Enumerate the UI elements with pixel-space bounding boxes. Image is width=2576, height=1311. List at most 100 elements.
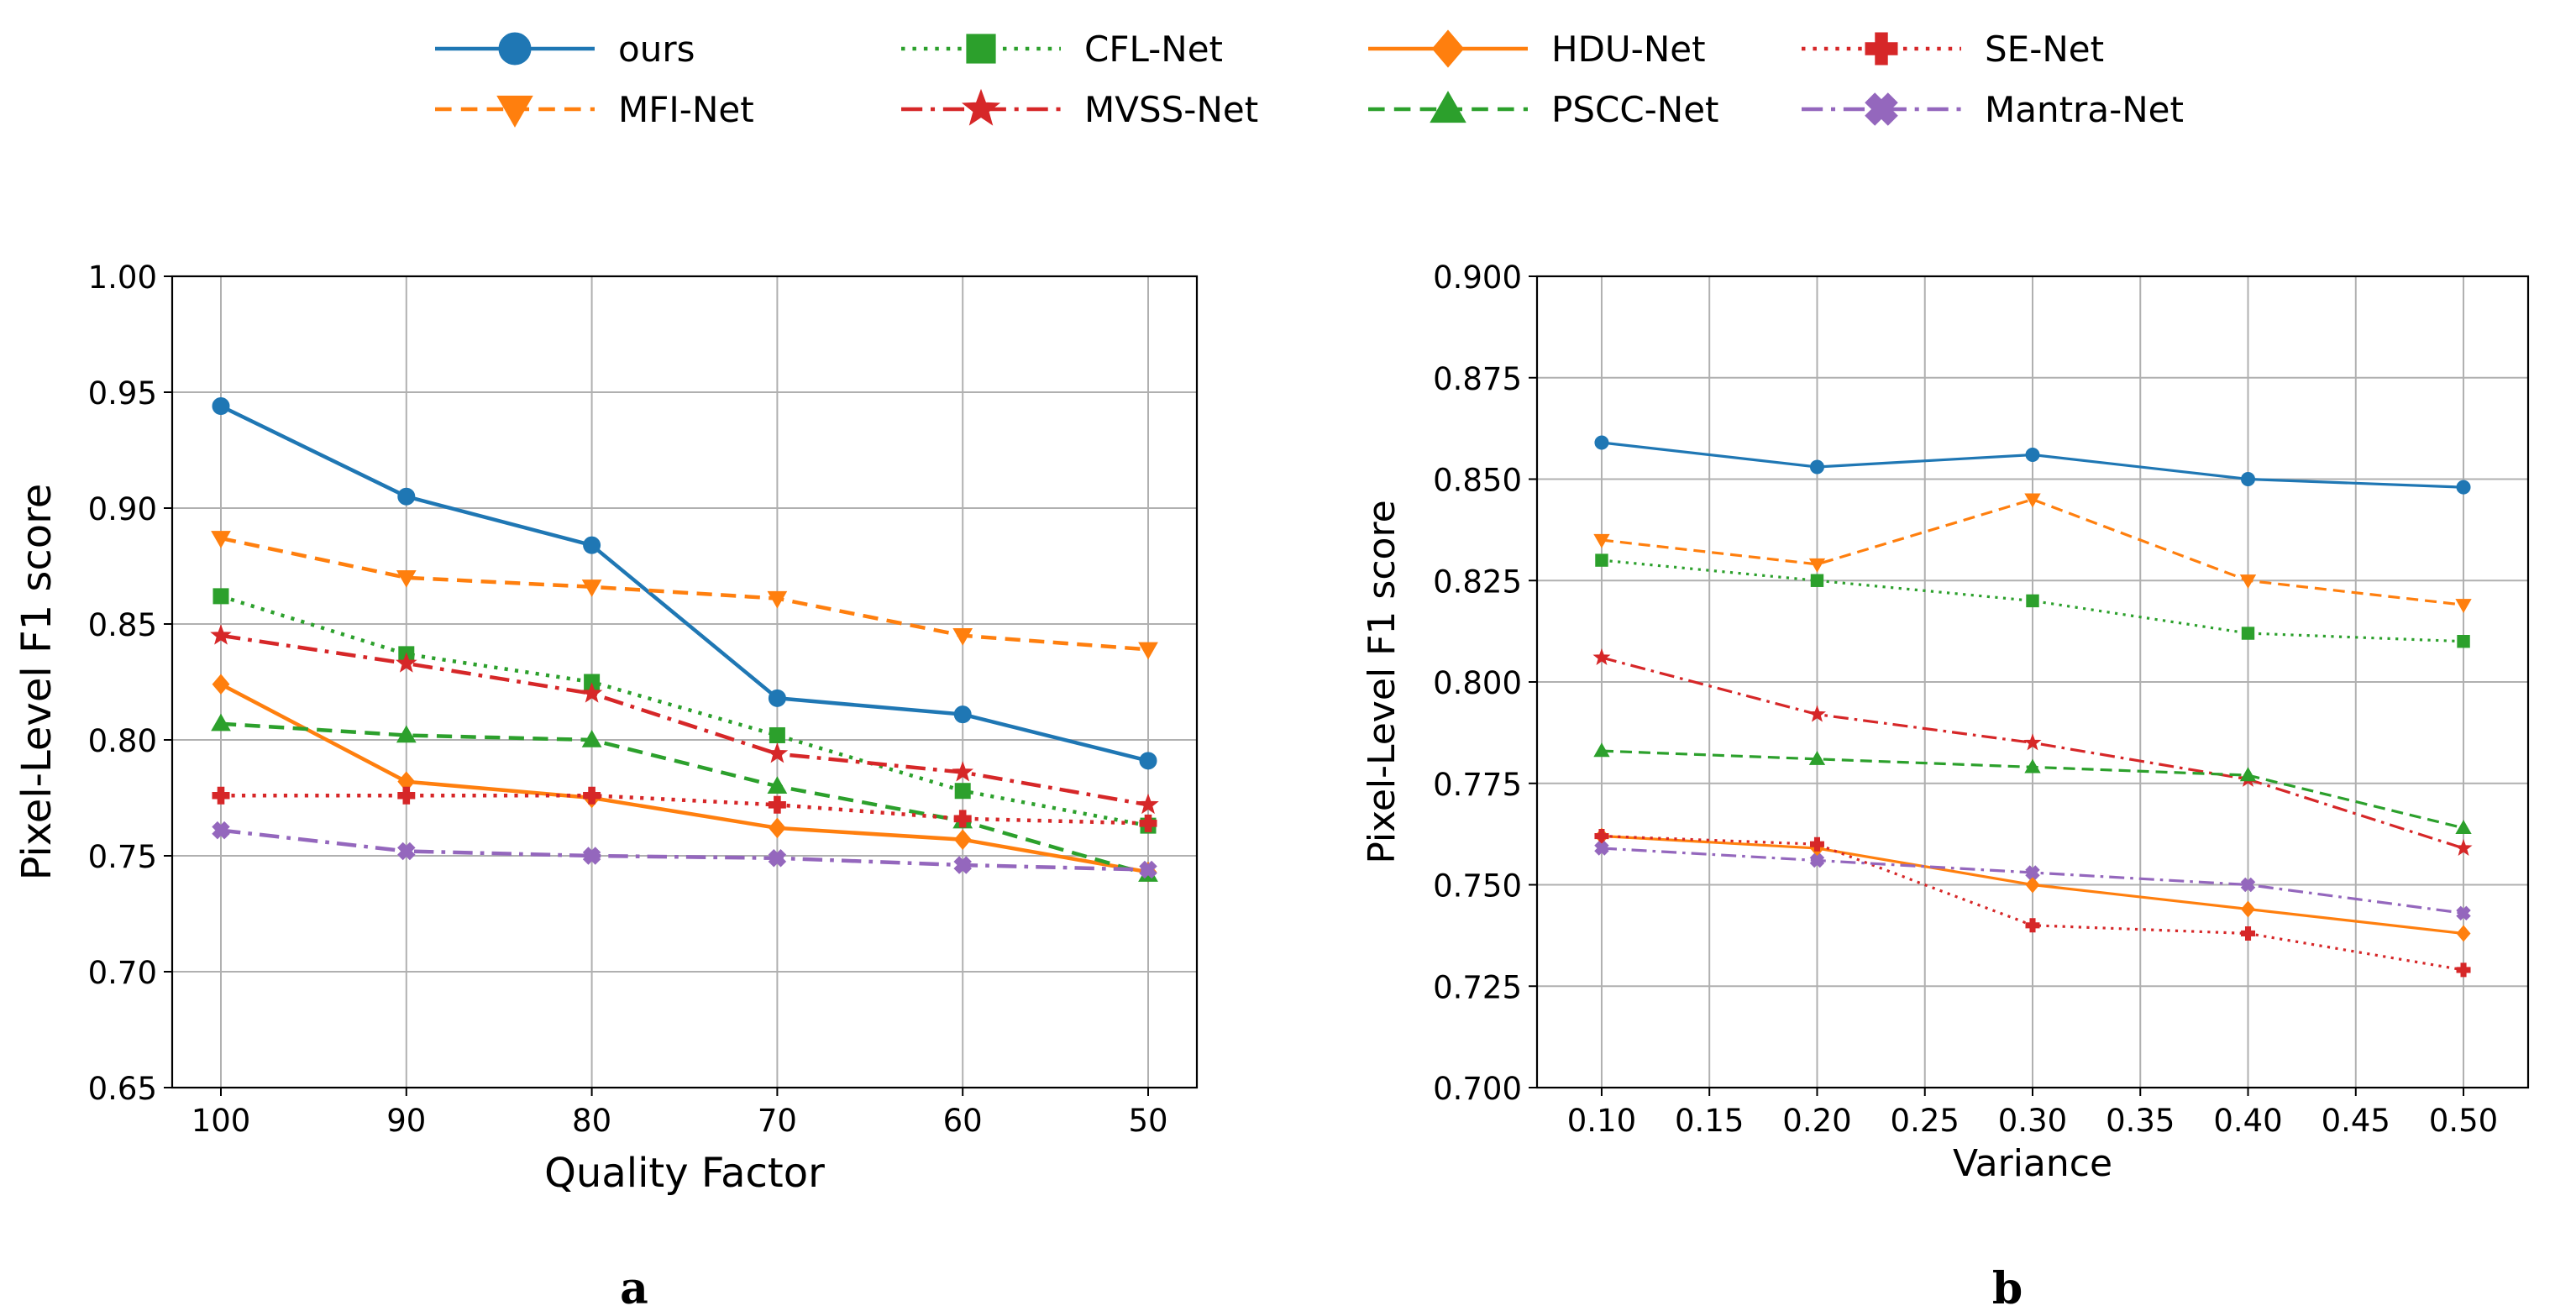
data-point [2457, 635, 2470, 648]
data-point [2456, 480, 2471, 495]
data-point [396, 570, 417, 588]
data-point [2025, 448, 2040, 463]
series-hdu-net [212, 674, 1157, 883]
x-tick-label: 0.50 [2429, 1103, 2498, 1139]
panel-label: a [620, 1263, 648, 1311]
x-tick-label: 0.25 [1891, 1103, 1960, 1139]
legend-label-mfi-net: MFI-Net [618, 89, 754, 130]
y-tick-label: 0.825 [1433, 564, 1522, 600]
data-point [2239, 574, 2257, 590]
x-tick-label: 70 [758, 1103, 797, 1139]
x-tick-label: 0.35 [2106, 1103, 2175, 1139]
series-mantra-net [212, 821, 1157, 879]
data-point [1809, 459, 1824, 475]
series-line-ours [220, 404, 1149, 763]
y-tick-label: 0.65 [88, 1071, 157, 1107]
data-point [1593, 533, 1610, 548]
data-point [1594, 841, 1609, 856]
legend-marker-mvss-net [961, 88, 1001, 126]
series-line-mvss-net [220, 633, 1149, 807]
data-point [212, 674, 230, 695]
series-ours [1594, 435, 2471, 495]
x-tick-label: 0.45 [2322, 1103, 2390, 1139]
x-tick-label: 0.10 [1567, 1103, 1636, 1139]
data-point [1138, 642, 1158, 660]
data-point [768, 689, 786, 707]
data-point [212, 588, 229, 605]
series-mantra-net [1594, 841, 2471, 921]
data-point [1807, 705, 1826, 722]
x-axis-label: Variance [1953, 1142, 2112, 1185]
data-point [1594, 435, 1609, 450]
grid [1537, 275, 2528, 1088]
x-tick-label: 0.40 [2213, 1103, 2282, 1139]
data-point [212, 821, 230, 840]
series-mfi-net [211, 531, 1158, 660]
data-point [767, 776, 788, 794]
data-point [953, 705, 972, 724]
data-point [396, 725, 417, 743]
legend-marker-cfl-net [966, 34, 996, 64]
series-se-net [1594, 829, 2471, 978]
grid [172, 275, 1197, 1088]
data-point [1808, 750, 1826, 765]
data-point [1809, 852, 1825, 868]
data-point [954, 783, 971, 800]
legend-label-hdu-net: HDU-Net [1551, 29, 1706, 70]
data-point [768, 795, 786, 814]
data-point [766, 742, 789, 763]
data-point [582, 847, 601, 865]
legend-item-pscc-net: PSCC-Net [1368, 89, 1719, 130]
data-point [2025, 876, 2040, 894]
legend-item-mvss-net: MVSS-Net [901, 88, 1258, 130]
series-cfl-net [212, 588, 1157, 834]
data-point [2024, 493, 2041, 508]
data-point [211, 531, 231, 548]
data-point [1592, 648, 1611, 665]
legend-label-mvss-net: MVSS-Net [1084, 89, 1258, 130]
data-point [581, 729, 602, 747]
x-axis-label: Quality Factor [544, 1150, 825, 1197]
data-point [2025, 865, 2040, 880]
data-point [212, 397, 230, 416]
data-point [2241, 472, 2256, 486]
y-tick-label: 1.00 [88, 260, 157, 296]
legend-marker-hdu-net [1431, 29, 1465, 68]
legend-label-mantra-net: Mantra-Net [1985, 89, 2184, 130]
series-pscc-net [1593, 742, 2472, 834]
data-point [1594, 829, 1609, 844]
y-tick-label: 0.725 [1433, 969, 1522, 1005]
data-point [396, 652, 417, 673]
data-point [2240, 877, 2256, 893]
legend-label-ours: ours [618, 29, 695, 70]
legend-label-pscc-net: PSCC-Net [1551, 89, 1719, 130]
series-mvss-net [210, 624, 1159, 815]
data-point [2024, 758, 2041, 773]
data-point [2456, 905, 2471, 921]
data-point [2023, 733, 2042, 751]
legend-item-mfi-net: MFI-Net [435, 89, 754, 130]
y-tick-label: 0.70 [88, 955, 157, 991]
legend-label-cfl-net: CFL-Net [1084, 29, 1223, 70]
data-point [1137, 793, 1159, 815]
legend-item-mantra-net: Mantra-Net [1802, 89, 2184, 130]
series-line-pscc-net [220, 721, 1149, 877]
series-line-se-net [221, 793, 1149, 826]
data-point [212, 786, 230, 805]
legend-marker-ours [498, 32, 532, 66]
legend-item-cfl-net: CFL-Net [901, 29, 1223, 70]
series-se-net [212, 786, 1157, 832]
y-tick-label: 0.95 [88, 375, 157, 412]
y-tick-label: 0.875 [1433, 361, 1522, 397]
series-mvss-net [1592, 648, 2473, 856]
data-point [2456, 925, 2471, 942]
y-tick-label: 0.850 [1433, 463, 1522, 499]
data-point [768, 817, 786, 839]
legend-marker-mantra-net [1865, 92, 1898, 126]
y-tick-label: 0.90 [88, 491, 157, 527]
data-point [1809, 836, 1824, 852]
series-mfi-net [1593, 493, 2472, 614]
series-ours [212, 397, 1157, 770]
data-point [2025, 918, 2040, 933]
x-tick-label: 90 [386, 1103, 426, 1139]
